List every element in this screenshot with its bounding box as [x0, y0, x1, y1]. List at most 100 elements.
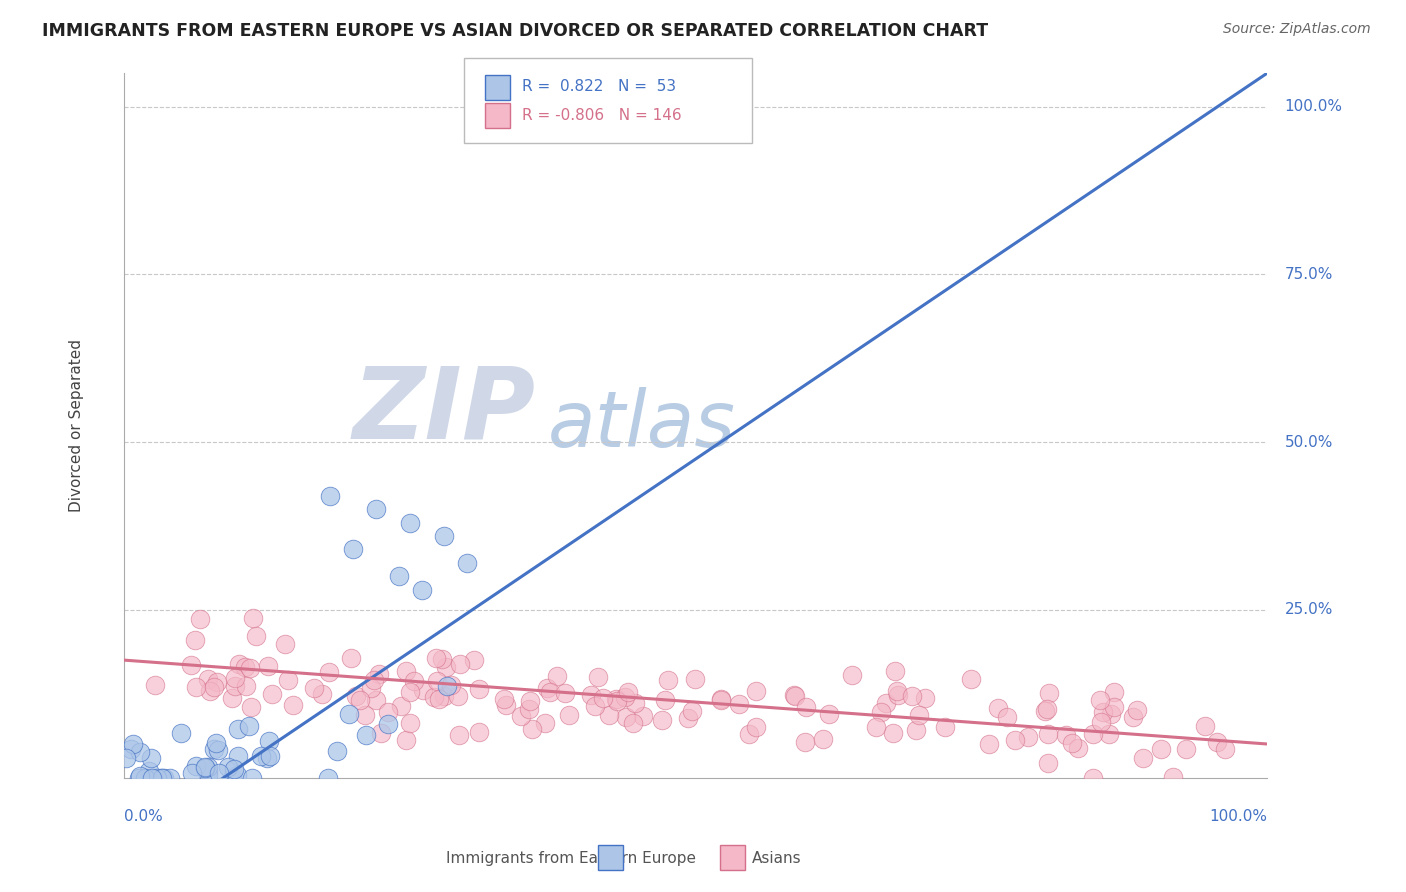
Point: [224, 672, 246, 686]
Point: [468, 681, 491, 696]
Point: [865, 720, 887, 734]
Point: [389, 698, 412, 713]
Point: [354, 728, 377, 742]
Point: [995, 710, 1018, 724]
Text: atlas: atlas: [547, 387, 735, 463]
Text: R = -0.806   N = 146: R = -0.806 N = 146: [522, 108, 682, 122]
Point: [783, 690, 806, 704]
Point: [1054, 728, 1077, 742]
Point: [1125, 703, 1147, 717]
Point: [412, 683, 434, 698]
Point: [583, 699, 606, 714]
Point: [186, 680, 208, 694]
Point: [744, 684, 766, 698]
Point: [1090, 692, 1112, 706]
Point: [146, 771, 169, 785]
Point: [221, 771, 243, 785]
Point: [1017, 730, 1039, 744]
Point: [179, 657, 201, 672]
Point: [914, 691, 936, 706]
Point: [456, 556, 478, 570]
Point: [281, 698, 304, 713]
Point: [709, 693, 731, 707]
Point: [1038, 726, 1060, 740]
Point: [224, 679, 246, 693]
Point: [433, 529, 456, 543]
Point: [1102, 700, 1125, 714]
Point: [579, 688, 602, 702]
Point: [207, 742, 229, 756]
Point: [233, 660, 256, 674]
Text: 25.0%: 25.0%: [1285, 602, 1333, 617]
Point: [1067, 741, 1090, 756]
Point: [624, 697, 647, 711]
Point: [447, 690, 470, 704]
Point: [783, 688, 806, 702]
Point: [224, 762, 246, 776]
Point: [1122, 710, 1144, 724]
Point: [811, 732, 834, 747]
Point: [256, 659, 278, 673]
Point: [987, 700, 1010, 714]
Point: [221, 690, 243, 705]
Text: 0.0%: 0.0%: [124, 809, 163, 824]
Point: [519, 694, 541, 708]
Point: [901, 690, 924, 704]
Point: [1132, 751, 1154, 765]
Point: [128, 771, 150, 785]
Text: Divorced or Separated: Divorced or Separated: [69, 339, 84, 512]
Text: R =  0.822   N =  53: R = 0.822 N = 53: [522, 79, 676, 94]
Point: [817, 707, 839, 722]
Point: [510, 709, 533, 723]
Point: [1060, 736, 1083, 750]
Point: [433, 689, 456, 703]
Point: [520, 723, 543, 737]
Point: [614, 710, 637, 724]
Point: [430, 652, 453, 666]
Point: [153, 771, 176, 785]
Point: [377, 717, 399, 731]
Point: [377, 706, 399, 720]
Point: [744, 720, 766, 734]
Point: [274, 637, 297, 651]
Point: [149, 771, 172, 785]
Point: [340, 651, 363, 665]
Point: [654, 693, 676, 707]
Point: [884, 665, 907, 679]
Point: [977, 737, 1000, 751]
Point: [260, 687, 283, 701]
Point: [188, 612, 211, 626]
Point: [959, 672, 981, 686]
Point: [434, 660, 457, 674]
Point: [1091, 706, 1114, 720]
Point: [170, 726, 193, 740]
Text: ZIP: ZIP: [353, 363, 536, 459]
Point: [197, 759, 219, 773]
Point: [159, 771, 181, 785]
Point: [197, 768, 219, 782]
Point: [205, 674, 228, 689]
Point: [1004, 732, 1026, 747]
Text: 100.0%: 100.0%: [1285, 99, 1343, 114]
Text: Asians: Asians: [752, 851, 801, 865]
Point: [468, 724, 491, 739]
Point: [908, 708, 931, 723]
Point: [1206, 735, 1229, 749]
Point: [302, 681, 325, 695]
Point: [150, 771, 173, 785]
Point: [427, 692, 450, 706]
Point: [1036, 702, 1059, 716]
Point: [492, 692, 515, 706]
Point: [141, 751, 163, 765]
Point: [239, 700, 262, 714]
Point: [316, 771, 339, 785]
Text: Source: ZipAtlas.com: Source: ZipAtlas.com: [1223, 22, 1371, 37]
Point: [128, 745, 150, 759]
Point: [621, 716, 644, 731]
Point: [558, 707, 581, 722]
Point: [495, 698, 517, 713]
Point: [517, 702, 540, 716]
Point: [882, 726, 904, 740]
Point: [793, 735, 815, 749]
Point: [242, 771, 264, 785]
